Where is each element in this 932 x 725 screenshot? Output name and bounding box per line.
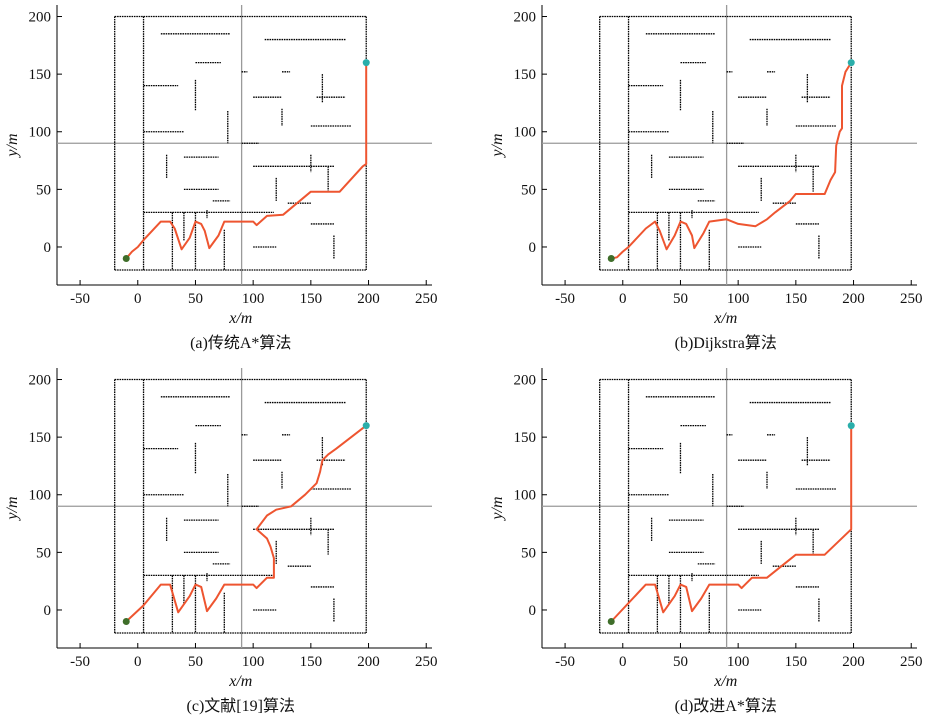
start-point [607,254,615,262]
x-axis-label: x/m [228,673,252,690]
x-tick-label: 100 [727,654,750,670]
x-tick-label: 250 [415,654,438,670]
y-tick-label: 50 [521,545,536,561]
goal-point [362,59,370,67]
path-line [610,62,853,260]
panel-caption: (d)改进A*算法 [675,696,777,715]
x-tick-label: 200 [357,654,380,670]
x-tick-label: 200 [842,654,865,670]
y-tick-label: 200 [514,10,537,26]
x-tick-label: 150 [785,654,808,670]
path-line [610,425,853,623]
panel-caption: (a)传统A*算法 [190,333,291,352]
y-axis-label: y/m [4,496,21,521]
goal-point [847,422,855,430]
x-tick-label: 50 [188,654,203,670]
y-tick-label: 200 [514,373,537,389]
x-tick-label: 50 [673,654,688,670]
y-tick-label: 200 [29,373,52,389]
x-tick-label: -50 [555,654,575,670]
x-tick-label: 150 [785,291,808,307]
y-tick-label: 200 [29,10,52,26]
x-tick-label: 250 [900,291,923,307]
panel-caption: (c)文献[19]算法 [187,696,295,715]
x-tick-label: 100 [727,291,750,307]
x-tick-label: 0 [134,291,142,307]
chart-panel-3: -50 0 50 100 150 200 250 0 50 100 150 200 x/m y/m (d)改… [489,368,922,715]
y-tick-label: 0 [529,240,537,256]
y-tick-label: 100 [514,488,537,504]
x-tick-label: 250 [415,291,438,307]
x-tick-label: 0 [619,291,627,307]
start-point [607,617,615,625]
start-point [122,617,130,625]
x-tick-label: 200 [357,291,380,307]
x-tick-label: 100 [242,291,265,307]
y-axis-label: y/m [489,133,506,158]
x-tick-label: 0 [134,654,142,670]
y-tick-label: 0 [44,603,52,619]
y-tick-label: 100 [29,488,52,504]
chart-panel-2: -50 0 50 100 150 200 250 0 50 100 150 200 x/m y/m (c)文… [4,368,437,715]
y-tick-label: 0 [529,603,537,619]
x-tick-label: 150 [300,654,323,670]
y-tick-label: 100 [29,125,52,141]
x-tick-label: 100 [242,654,265,670]
x-tick-label: 250 [900,654,923,670]
chart-panel-0: -50 0 50 100 150 200 250 0 50 100 150 200 x/m y/m (a)传… [4,5,437,352]
x-axis-label: x/m [228,310,252,327]
x-axis-label: x/m [713,673,737,690]
y-tick-label: 150 [29,430,52,446]
y-tick-label: 50 [521,182,536,198]
panel-caption: (b)Dijkstra算法 [675,333,777,352]
path-line [125,424,367,623]
goal-point [847,59,855,67]
x-tick-label: 50 [188,291,203,307]
y-axis-label: y/m [489,496,506,521]
x-tick-label: -50 [555,291,575,307]
chart-panel-1: -50 0 50 100 150 200 250 0 50 100 150 200 x/m y/m (b)D… [489,5,922,352]
y-tick-label: 150 [514,430,537,446]
x-tick-label: 200 [842,291,865,307]
x-tick-label: 150 [300,291,323,307]
y-tick-label: 0 [44,240,52,256]
y-tick-label: 150 [29,67,52,83]
x-tick-label: 50 [673,291,688,307]
y-tick-label: 50 [36,545,51,561]
x-tick-label: 0 [619,654,627,670]
x-tick-label: -50 [70,654,90,670]
x-tick-label: -50 [70,291,90,307]
y-tick-label: 100 [514,125,537,141]
goal-point [362,422,370,430]
y-axis-label: y/m [4,133,21,158]
y-tick-label: 50 [36,182,51,198]
y-tick-label: 150 [514,67,537,83]
start-point [122,254,130,262]
path-line [125,62,368,260]
x-axis-label: x/m [713,310,737,327]
